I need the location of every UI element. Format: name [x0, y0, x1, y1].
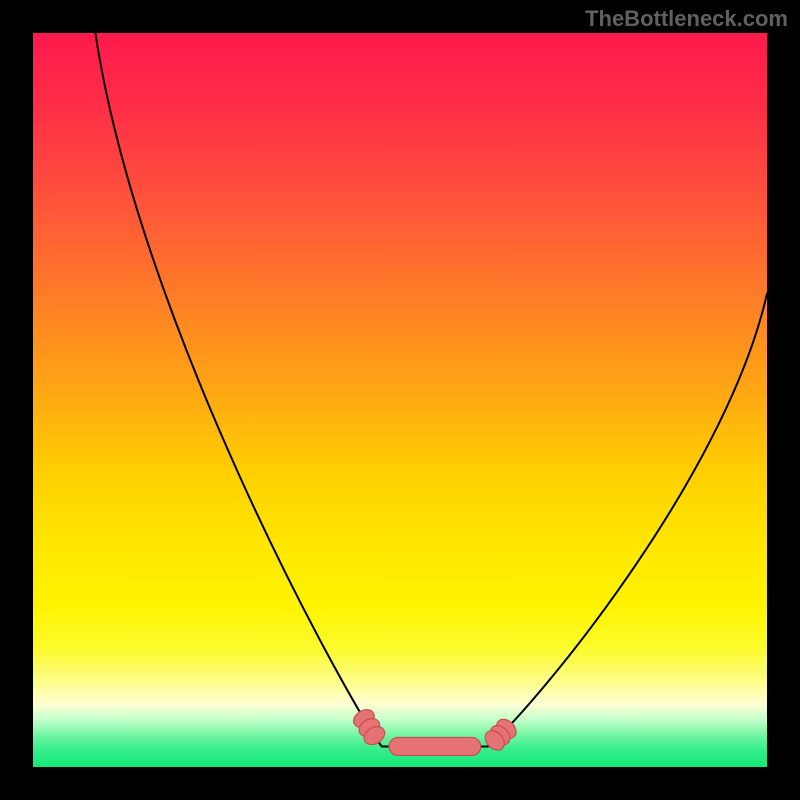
heatmap-background: [33, 33, 767, 767]
chart-frame: TheBottleneck.com: [0, 0, 800, 800]
floor-marker-pill: [389, 737, 481, 755]
bottleneck-chart: [33, 33, 767, 767]
watermark-text: TheBottleneck.com: [585, 6, 788, 32]
